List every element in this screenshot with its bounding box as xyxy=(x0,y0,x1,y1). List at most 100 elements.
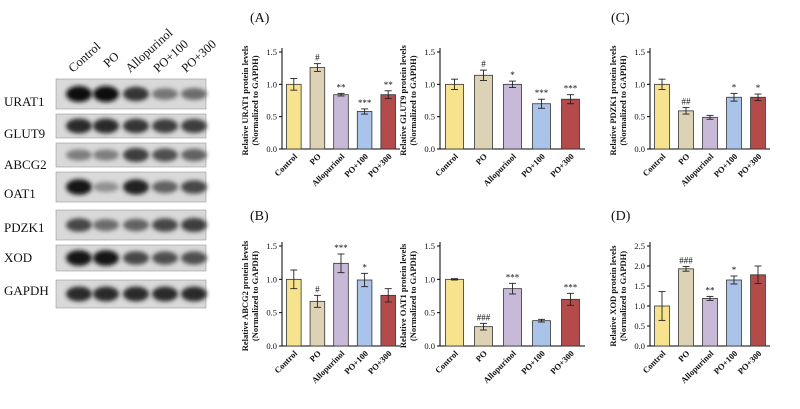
bar xyxy=(309,67,326,150)
significance-mark: *** xyxy=(535,88,549,98)
bar-charts: 0.0 0.5 1.0 1.5 Relative URAT1 protein level… xyxy=(240,45,770,385)
blot-band xyxy=(123,179,149,195)
y-tick-label: 0.0 xyxy=(424,341,435,351)
y-tick-label: 0.0 xyxy=(634,341,645,351)
y-axis-label-sub: (Normalized to GAPDH) xyxy=(618,55,628,145)
y-tick-label: 0.0 xyxy=(634,144,645,154)
x-tick-label: Control xyxy=(433,348,460,375)
y-tick-label: 2.0 xyxy=(634,261,645,271)
bar xyxy=(356,279,373,347)
x-tick-label: PO+300 xyxy=(736,348,764,376)
x-tick-label: PO xyxy=(676,348,692,364)
protein-label: XOD xyxy=(4,250,32,265)
blot-band xyxy=(66,250,92,266)
x-tick-label: PO+300 xyxy=(736,151,764,179)
bar xyxy=(702,297,718,347)
blot-band xyxy=(66,286,92,302)
lane-label: Control xyxy=(66,39,104,75)
bar xyxy=(309,300,326,347)
y-tick-label: 1.5 xyxy=(424,47,435,57)
significance-mark: ## xyxy=(682,97,692,107)
significance-mark: ** xyxy=(706,285,716,295)
bar xyxy=(333,262,349,347)
protein-label: ABCG2 xyxy=(4,157,47,172)
y-tick-label: 0.5 xyxy=(266,308,277,318)
bar xyxy=(654,83,670,150)
y-tick-label: 0.0 xyxy=(266,144,277,154)
bar xyxy=(474,74,493,150)
bar xyxy=(445,278,464,347)
blot-strip xyxy=(55,209,207,241)
blot-band xyxy=(66,149,92,161)
blot-band xyxy=(123,86,149,102)
y-axis-label-sub: (Normalized to GAPDH) xyxy=(618,251,628,341)
chart-urat1: 0.0 0.5 1.0 1.5 Relative URAT1 protein level… xyxy=(240,45,400,188)
blot-band xyxy=(66,118,92,134)
significance-mark: # xyxy=(315,284,320,294)
significance-mark: * xyxy=(510,70,515,80)
x-tick-label: PO+300 xyxy=(548,151,576,179)
significance-mark: # xyxy=(481,59,486,69)
blot-strip xyxy=(55,113,207,139)
significance-mark: # xyxy=(315,53,320,63)
western-blot-panels xyxy=(55,78,207,309)
bar xyxy=(380,94,396,150)
y-tick-label: 1.0 xyxy=(634,79,645,89)
y-tick-label: 0.5 xyxy=(424,112,435,122)
blot-band xyxy=(181,286,207,302)
x-tick-label: PO+100 xyxy=(712,348,740,376)
y-tick-label: 2.5 xyxy=(634,241,645,251)
y-axis-label-sub: (Normalized to GAPDH) xyxy=(250,55,260,145)
x-tick-label: PO+300 xyxy=(366,348,394,376)
chart-abcg2: 0.0 0.5 1.0 1.5 Relative ABCG2 protein level… xyxy=(240,240,400,385)
y-tick-label: 1.0 xyxy=(424,274,435,284)
blot-band xyxy=(181,218,207,232)
blot-band xyxy=(123,286,149,302)
significance-mark: *** xyxy=(564,282,578,292)
y-tick-label: 1.5 xyxy=(634,281,645,291)
blot-band xyxy=(93,118,119,134)
protein-label: GAPDH xyxy=(4,283,49,298)
blot-band xyxy=(152,148,178,162)
significance-mark: ** xyxy=(384,80,394,90)
panel-letter-b: (B) xyxy=(250,209,269,224)
significance-mark: *** xyxy=(506,272,520,282)
y-tick-label: 1.0 xyxy=(266,274,277,284)
x-tick-label: Control xyxy=(272,151,299,178)
bar xyxy=(356,111,373,150)
x-tick-label: Control xyxy=(640,348,667,375)
blot-band xyxy=(123,118,149,134)
blot-band xyxy=(66,86,92,102)
bar xyxy=(750,96,766,150)
significance-mark: *** xyxy=(334,243,348,253)
blot-strip xyxy=(55,171,207,203)
significance-mark: ### xyxy=(679,255,693,265)
bar xyxy=(561,98,580,150)
blot-band xyxy=(181,88,207,100)
chart-xod: 0.0 0.5 1.0 1.5 2.0 2.5 Relative XOD protein l… xyxy=(608,241,770,385)
x-tick-label: PO+100 xyxy=(519,348,547,376)
significance-mark: *** xyxy=(358,98,372,108)
blot-band xyxy=(181,119,207,133)
y-tick-label: 1.0 xyxy=(424,79,435,89)
y-tick-label: 1.0 xyxy=(266,79,277,89)
lane-label: PO xyxy=(101,49,122,70)
y-tick-label: 0.5 xyxy=(634,321,645,331)
blot-band xyxy=(152,286,178,302)
blot-band xyxy=(181,148,207,162)
panel-letter-a: (A) xyxy=(250,11,270,26)
blot-band xyxy=(152,180,178,194)
y-axis-label: Relative ABCG2 protein levels xyxy=(240,240,250,351)
bar xyxy=(286,83,302,150)
x-tick-label: Control xyxy=(272,348,299,375)
x-tick-label: PO xyxy=(676,151,692,167)
blot-band xyxy=(181,180,207,194)
blot-band xyxy=(93,219,119,231)
blot-strip xyxy=(55,142,207,168)
y-tick-label: 1.5 xyxy=(266,47,277,57)
x-tick-label: PO+100 xyxy=(519,151,547,179)
y-tick-label: 0.5 xyxy=(424,308,435,318)
y-axis-label-sub: (Normalized to GAPDH) xyxy=(250,251,260,341)
chart-oat1: 0.0 0.5 1.0 1.5 Relative OAT1 protein levels… xyxy=(398,241,585,385)
bar xyxy=(286,278,302,347)
